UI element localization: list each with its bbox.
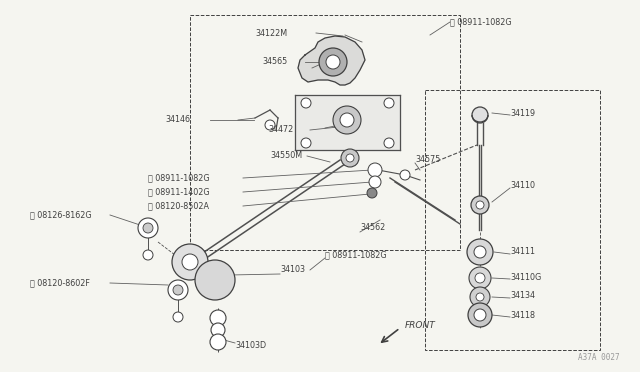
- Circle shape: [210, 310, 226, 326]
- Text: A37A 0027: A37A 0027: [579, 353, 620, 362]
- Text: 34562: 34562: [360, 224, 385, 232]
- Text: 34118: 34118: [510, 311, 535, 320]
- Circle shape: [469, 267, 491, 289]
- Circle shape: [368, 163, 382, 177]
- Text: Ⓝ 08911-1402G: Ⓝ 08911-1402G: [148, 187, 210, 196]
- Circle shape: [173, 312, 183, 322]
- Circle shape: [384, 138, 394, 148]
- Text: 34472: 34472: [268, 125, 293, 135]
- Circle shape: [475, 273, 485, 283]
- Circle shape: [173, 285, 183, 295]
- Text: Ⓑ 08126-8162G: Ⓑ 08126-8162G: [30, 211, 92, 219]
- Polygon shape: [295, 95, 400, 150]
- Circle shape: [468, 303, 492, 327]
- Circle shape: [470, 287, 490, 307]
- Circle shape: [333, 106, 361, 134]
- Circle shape: [143, 223, 153, 233]
- Text: Ⓑ 08120-8502A: Ⓑ 08120-8502A: [148, 202, 209, 211]
- Bar: [425, 90, 600, 350]
- Circle shape: [143, 250, 153, 260]
- Text: 34565: 34565: [262, 58, 287, 67]
- Circle shape: [476, 201, 484, 209]
- Circle shape: [301, 138, 311, 148]
- Circle shape: [474, 309, 486, 321]
- Circle shape: [346, 154, 354, 162]
- Circle shape: [192, 265, 200, 273]
- Circle shape: [319, 48, 347, 76]
- Circle shape: [301, 98, 311, 108]
- Circle shape: [182, 254, 198, 270]
- Text: 34110: 34110: [510, 180, 535, 189]
- Circle shape: [202, 269, 212, 279]
- Text: 34575: 34575: [415, 155, 440, 164]
- Circle shape: [340, 113, 354, 127]
- Circle shape: [472, 107, 488, 123]
- Text: 34550M: 34550M: [270, 151, 302, 160]
- Text: FRONT: FRONT: [405, 321, 436, 330]
- Circle shape: [341, 149, 359, 167]
- Text: Ⓝ 08911-1082G: Ⓝ 08911-1082G: [325, 250, 387, 260]
- Circle shape: [138, 218, 158, 238]
- Circle shape: [474, 246, 486, 258]
- Polygon shape: [298, 36, 365, 85]
- Circle shape: [217, 280, 227, 290]
- Circle shape: [476, 293, 484, 301]
- Circle shape: [471, 196, 489, 214]
- Circle shape: [181, 251, 189, 259]
- Circle shape: [172, 244, 208, 280]
- Bar: [190, 15, 460, 250]
- Circle shape: [326, 55, 340, 69]
- Text: 34111: 34111: [510, 247, 535, 257]
- Circle shape: [367, 188, 377, 198]
- Circle shape: [369, 176, 381, 188]
- Text: 34146: 34146: [165, 115, 190, 125]
- Circle shape: [168, 280, 188, 300]
- Text: 34110G: 34110G: [510, 273, 541, 282]
- Circle shape: [195, 260, 235, 300]
- Circle shape: [205, 270, 225, 290]
- Text: Ⓝ 08911-1082G: Ⓝ 08911-1082G: [148, 173, 210, 183]
- Circle shape: [210, 334, 226, 350]
- Circle shape: [467, 239, 493, 265]
- Circle shape: [265, 120, 275, 130]
- Text: 34103: 34103: [280, 266, 305, 275]
- Circle shape: [400, 170, 410, 180]
- Text: Ⓝ 08911-1082G: Ⓝ 08911-1082G: [450, 17, 511, 26]
- Circle shape: [384, 98, 394, 108]
- Circle shape: [211, 323, 225, 337]
- Text: 34122M: 34122M: [255, 29, 287, 38]
- Text: Ⓑ 08120-8602F: Ⓑ 08120-8602F: [30, 279, 90, 288]
- Text: 34134: 34134: [510, 292, 535, 301]
- Text: 34119: 34119: [510, 109, 535, 118]
- Text: 34103D: 34103D: [235, 340, 266, 350]
